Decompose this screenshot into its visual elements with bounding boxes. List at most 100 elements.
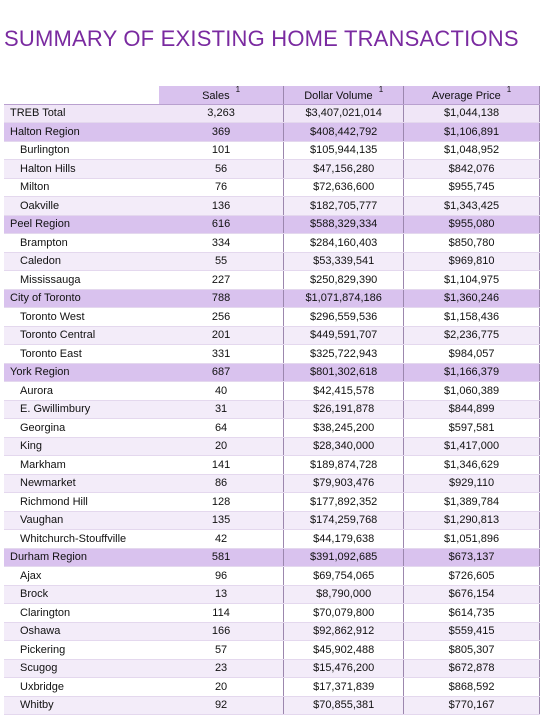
average-price-cell: $850,780: [403, 233, 540, 253]
table-row: Oshawa 166 $92,862,912 $559,415: [4, 622, 540, 641]
area-name-cell: Whitchurch-Stouffville: [4, 529, 159, 549]
dollar-volume-cell: $588,329,334: [283, 215, 405, 234]
area-name-cell: Richmond Hill: [4, 492, 159, 512]
area-name-cell: Brock: [4, 585, 159, 604]
header-sales: Sales 1: [158, 86, 285, 105]
average-price-cell: $844,899: [403, 400, 540, 419]
dollar-volume-cell: $177,892,352: [283, 492, 405, 512]
table-row: Whitby 92 $70,855,381 $770,167: [4, 696, 540, 715]
area-name-cell: Aurora: [4, 381, 159, 401]
sales-cell: 92: [158, 696, 285, 715]
average-price-cell: $1,104,975: [403, 270, 540, 290]
dollar-volume-cell: $92,862,912: [283, 622, 405, 641]
table-row: Toronto East 331 $325,722,943 $984,057: [4, 344, 540, 364]
average-price-cell: $1,417,000: [403, 437, 540, 456]
table-row: Toronto Central 201 $449,591,707 $2,236,775: [4, 326, 540, 345]
area-name-cell: Pickering: [4, 640, 159, 660]
sales-cell: 616: [158, 215, 285, 234]
table-row: Burlington 101 $105,944,135 $1,048,952: [4, 141, 540, 160]
table-row: TREB Total 3,263 $3,407,021,014 $1,044,138: [4, 104, 540, 123]
table-row: Pickering 57 $45,902,488 $805,307: [4, 640, 540, 660]
sales-cell: 256: [158, 307, 285, 327]
table-row: Aurora 40 $42,415,578 $1,060,389: [4, 381, 540, 401]
area-name-cell: Milton: [4, 178, 159, 197]
area-name-cell: TREB Total: [4, 104, 159, 123]
average-price-cell: $770,167: [403, 696, 540, 715]
dollar-volume-cell: $182,705,777: [283, 196, 405, 216]
dollar-volume-cell: $189,874,728: [283, 455, 405, 475]
table-row: Whitchurch-Stouffville 42 $44,179,638 $1,05…: [4, 529, 540, 549]
area-name-cell: King: [4, 437, 159, 456]
page-title: SUMMARY OF EXISTING HOME TRANSACTIONS: [4, 26, 519, 51]
average-price-cell: $614,735: [403, 603, 540, 623]
average-price-cell: $1,389,784: [403, 492, 540, 512]
area-name-cell: Burlington: [4, 141, 159, 160]
area-name-cell: Markham: [4, 455, 159, 475]
average-price-cell: $597,581: [403, 418, 540, 438]
average-price-cell: $984,057: [403, 344, 540, 364]
average-price-cell: $1,106,891: [403, 122, 540, 142]
sales-cell: 227: [158, 270, 285, 290]
average-price-cell: $1,343,425: [403, 196, 540, 216]
table-row: Richmond Hill 128 $177,892,352 $1,389,784: [4, 492, 540, 512]
sales-cell: 55: [158, 252, 285, 271]
sales-cell: 101: [158, 141, 285, 160]
sales-cell: 42: [158, 529, 285, 549]
table-row: Georgina 64 $38,245,200 $597,581: [4, 418, 540, 438]
average-price-cell: $955,080: [403, 215, 540, 234]
area-name-cell: Oakville: [4, 196, 159, 216]
area-name-cell: York Region: [4, 363, 159, 382]
sales-cell: 3,263: [158, 104, 285, 123]
average-price-cell: $2,236,775: [403, 326, 540, 345]
average-price-cell: $969,810: [403, 252, 540, 271]
dollar-volume-cell: $174,259,768: [283, 511, 405, 530]
sales-cell: 114: [158, 603, 285, 623]
area-name-cell: Halton Region: [4, 122, 159, 142]
area-name-cell: Uxbridge: [4, 677, 159, 697]
table-row: Durham Region 581 $391,092,685 $673,137: [4, 548, 540, 567]
dollar-volume-cell: $26,191,878: [283, 400, 405, 419]
footnote-marker: 1: [378, 86, 384, 95]
area-name-cell: Vaughan: [4, 511, 159, 530]
sales-cell: 20: [158, 677, 285, 697]
dollar-volume-cell: $38,245,200: [283, 418, 405, 438]
dollar-volume-cell: $28,340,000: [283, 437, 405, 456]
sales-cell: 128: [158, 492, 285, 512]
table-body: TREB Total 3,263 $3,407,021,014 $1,044,138 H…: [4, 104, 540, 715]
average-price-cell: $672,878: [403, 659, 540, 678]
dollar-volume-cell: $449,591,707: [283, 326, 405, 345]
dollar-volume-cell: $391,092,685: [283, 548, 405, 567]
dollar-volume-cell: $44,179,638: [283, 529, 405, 549]
dollar-volume-cell: $79,903,476: [283, 474, 405, 493]
dollar-volume-cell: $42,415,578: [283, 381, 405, 401]
area-name-cell: Toronto East: [4, 344, 159, 364]
sales-cell: 369: [158, 122, 285, 142]
table-row: Halton Hills 56 $47,156,280 $842,076: [4, 159, 540, 179]
header-row: Sales 1 Dollar Volume 1 Average Price 1: [4, 86, 540, 105]
sales-cell: 135: [158, 511, 285, 530]
average-price-cell: $1,158,436: [403, 307, 540, 327]
dollar-volume-cell: $8,790,000: [283, 585, 405, 604]
header-dollar-volume-label: Dollar Volume: [304, 90, 373, 103]
sales-cell: 136: [158, 196, 285, 216]
dollar-volume-cell: $69,754,065: [283, 566, 405, 586]
table-row: King 20 $28,340,000 $1,417,000: [4, 437, 540, 456]
average-price-cell: $559,415: [403, 622, 540, 641]
header-dollar-volume: Dollar Volume 1: [283, 86, 405, 105]
header-average-price-label: Average Price: [431, 90, 501, 103]
table-row: Toronto West 256 $296,559,536 $1,158,436: [4, 307, 540, 327]
table-row: E. Gwillimbury 31 $26,191,878 $844,899: [4, 400, 540, 419]
dollar-volume-cell: $47,156,280: [283, 159, 405, 179]
sales-cell: 64: [158, 418, 285, 438]
sales-cell: 788: [158, 289, 285, 308]
average-price-cell: $1,346,629: [403, 455, 540, 475]
sales-cell: 201: [158, 326, 285, 345]
average-price-cell: $929,110: [403, 474, 540, 493]
table-row: Ajax 96 $69,754,065 $726,605: [4, 566, 540, 586]
sales-cell: 76: [158, 178, 285, 197]
sales-cell: 13: [158, 585, 285, 604]
dollar-volume-cell: $105,944,135: [283, 141, 405, 160]
average-price-cell: $676,154: [403, 585, 540, 604]
average-price-cell: $842,076: [403, 159, 540, 179]
dollar-volume-cell: $70,079,800: [283, 603, 405, 623]
